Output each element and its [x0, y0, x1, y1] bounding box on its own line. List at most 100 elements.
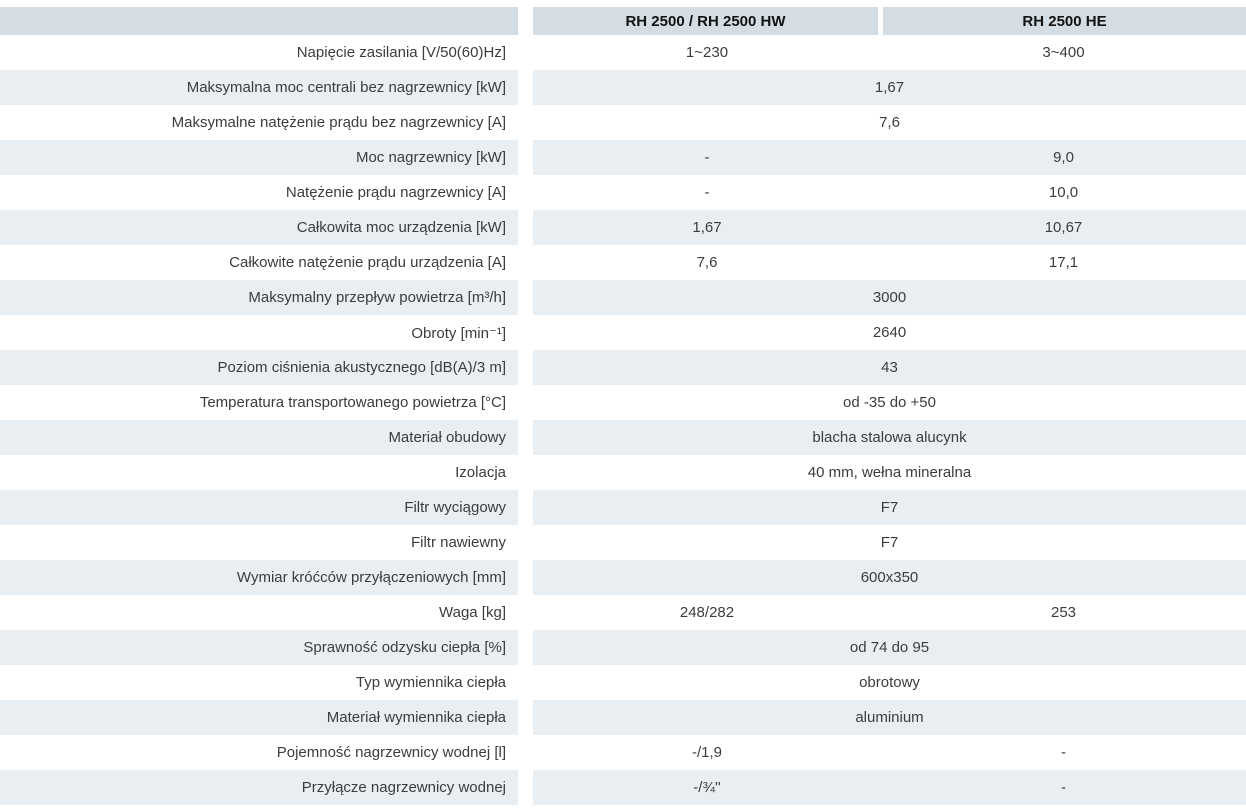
column-gap	[518, 735, 533, 770]
column-gap	[518, 770, 533, 805]
row-label: Izolacja	[455, 464, 506, 481]
column-gap	[518, 350, 533, 385]
row-value-merged: F7	[880, 534, 899, 551]
column-gap	[518, 385, 533, 420]
column-gap	[518, 420, 533, 455]
row-label: Poziom ciśnienia akustycznego [dB(A)/3 m…	[0, 350, 518, 385]
row-label: Całkowite natężenie prądu urządzenia [A]	[229, 254, 506, 271]
table-row: Waga [kg] 248/282 253	[0, 595, 1246, 630]
table-row: Izolacja 40 mm, wełna mineralna	[0, 455, 1246, 490]
column-gap	[518, 490, 533, 525]
row-value-col2: -	[881, 770, 1246, 805]
row-value-col2: 9,0	[881, 140, 1246, 175]
column-gap	[878, 7, 883, 35]
column-gap	[518, 7, 533, 35]
row-label: Napięcie zasilania [V/50(60)Hz]	[296, 44, 506, 61]
row-label: Temperatura transportowanego powietrza […	[199, 394, 506, 411]
column-gap	[518, 210, 533, 245]
row-value-merged: 43	[533, 350, 1246, 385]
row-label: Waga [kg]	[439, 604, 506, 621]
column-gap	[518, 35, 533, 70]
row-value-merged: obrotowy	[859, 674, 920, 691]
row-value-col1: 1,67	[533, 210, 881, 245]
row-value-col1: -	[533, 140, 881, 175]
row-label: Filtr wyciągowy	[0, 490, 518, 525]
row-value-merged: aluminium	[533, 700, 1246, 735]
table-row: Wymiar króćców przyłączeniowych [mm] 600x…	[0, 560, 1246, 595]
column-gap	[518, 70, 533, 105]
table-row: Materiał obudowy blacha stalowa alucynk	[0, 420, 1246, 455]
row-label: Przyłącze nagrzewnicy wodnej	[0, 770, 518, 805]
table-row: Temperatura transportowanego powietrza […	[0, 385, 1246, 420]
column-gap	[518, 700, 533, 735]
row-label: Sprawność odzysku ciepła [%]	[0, 630, 518, 665]
table-row: Materiał wymiennika ciepła aluminium	[0, 700, 1246, 735]
row-value-col2: 253	[1050, 604, 1077, 621]
column-gap	[518, 175, 533, 210]
table-row: Moc nagrzewnicy [kW] -9,0	[0, 140, 1246, 175]
header-col-rh2500-hw: RH 2500 / RH 2500 HW	[533, 7, 878, 35]
column-gap	[518, 140, 533, 175]
row-label: Natężenie prądu nagrzewnicy [A]	[285, 184, 506, 201]
table-row: Poziom ciśnienia akustycznego [dB(A)/3 m…	[0, 350, 1246, 385]
table-row: Maksymalna moc centrali bez nagrzewnicy …	[0, 70, 1246, 105]
table-header-row: RH 2500 / RH 2500 HW RH 2500 HE	[0, 7, 1246, 35]
table-row: Całkowita moc urządzenia [kW] 1,67 10,67	[0, 210, 1246, 245]
row-label: Materiał obudowy	[0, 420, 518, 455]
row-value-col1: 7,6	[696, 254, 718, 271]
row-label: Typ wymiennika ciepła	[355, 674, 506, 691]
row-label: Moc nagrzewnicy [kW]	[0, 140, 518, 175]
row-label: Materiał wymiennika ciepła	[0, 700, 518, 735]
table-body: Napięcie zasilania [V/50(60)Hz] 1~230 3~40…	[0, 35, 1246, 805]
row-value-col2: 17,1	[1048, 254, 1079, 271]
table-row: Całkowite natężenie prądu urządzenia [A]…	[0, 245, 1246, 280]
table-row: Napięcie zasilania [V/50(60)Hz] 1~230 3~40…	[0, 35, 1246, 70]
row-label: Maksymalne natężenie prądu bez nagrzewni…	[171, 114, 506, 131]
row-label: Całkowita moc urządzenia [kW]	[0, 210, 518, 245]
table-row: Natężenie prądu nagrzewnicy [A] - 10,0	[0, 175, 1246, 210]
column-gap	[518, 630, 533, 665]
table-row: Typ wymiennika ciepła obrotowy	[0, 665, 1246, 700]
column-gap	[518, 280, 533, 315]
column-gap	[518, 595, 533, 630]
row-value-col2: -	[1061, 744, 1066, 761]
row-label: Obroty [min⁻¹]	[411, 324, 506, 342]
row-value-col2: 10,0	[1048, 184, 1079, 201]
table-row: Sprawność odzysku ciepła [%] od 74 do 95	[0, 630, 1246, 665]
row-value-merged: 1,67	[533, 70, 1246, 105]
column-gap	[518, 525, 533, 560]
header-empty-cell	[0, 7, 518, 35]
row-value-merged: 2640	[872, 324, 907, 341]
row-label: Wymiar króćców przyłączeniowych [mm]	[0, 560, 518, 595]
row-value-merged: F7	[533, 490, 1246, 525]
row-value-merged: od -35 do +50	[843, 394, 936, 411]
row-value-col1: 1~230	[685, 44, 729, 61]
column-gap	[518, 105, 533, 140]
column-gap	[518, 665, 533, 700]
column-gap	[518, 315, 533, 350]
row-value-merged: blacha stalowa alucynk	[533, 420, 1246, 455]
row-label: Maksymalna moc centrali bez nagrzewnicy …	[0, 70, 518, 105]
row-label: Maksymalny przepływ powietrza [m³/h]	[0, 280, 518, 315]
row-value-col1: -	[704, 184, 710, 201]
row-value-col2: 3~400	[1042, 44, 1085, 61]
row-value-col1: 248/282	[679, 604, 735, 621]
table-row: Przyłącze nagrzewnicy wodnej -/¾'' -	[0, 770, 1246, 805]
row-label: Pojemność nagrzewnicy wodnej [l]	[276, 744, 506, 761]
row-value-col1: -/¾''	[533, 770, 881, 805]
table-row: Maksymalne natężenie prądu bez nagrzewni…	[0, 105, 1246, 140]
column-gap	[518, 560, 533, 595]
table-row: Obroty [min⁻¹] 2640	[0, 315, 1246, 350]
column-gap	[518, 245, 533, 280]
row-value-merged: od 74 do 95	[533, 630, 1246, 665]
header-col-rh2500-he: RH 2500 HE	[883, 7, 1246, 35]
table-row: Filtr nawiewny F7	[0, 525, 1246, 560]
row-value-merged: 7,6	[879, 114, 900, 131]
table-row: Pojemność nagrzewnicy wodnej [l] -/1,9 -	[0, 735, 1246, 770]
row-value-merged: 3000	[533, 280, 1246, 315]
row-label: Filtr nawiewny	[410, 534, 506, 551]
row-value-col2: 10,67	[881, 210, 1246, 245]
table-row: Maksymalny przepływ powietrza [m³/h] 3000	[0, 280, 1246, 315]
